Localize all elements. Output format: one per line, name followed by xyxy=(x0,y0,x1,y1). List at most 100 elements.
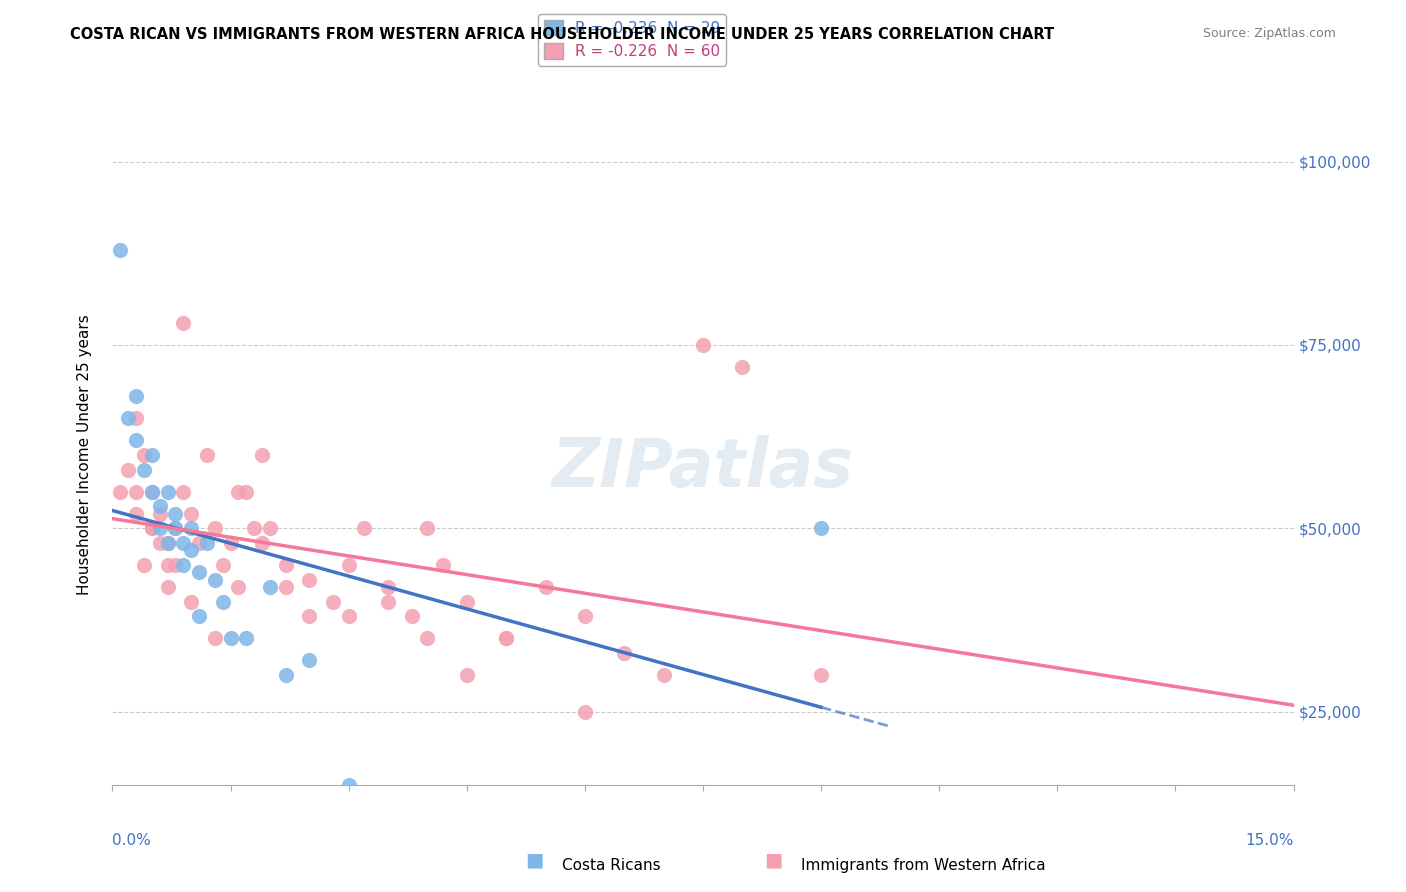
Point xyxy=(188,536,211,550)
Point xyxy=(149,521,172,535)
Point xyxy=(132,462,155,476)
Point xyxy=(188,566,211,580)
Point xyxy=(652,668,675,682)
Y-axis label: Householder Income Under 25 years: Householder Income Under 25 years xyxy=(77,315,91,595)
Point xyxy=(125,507,148,521)
Text: COSTA RICAN VS IMMIGRANTS FROM WESTERN AFRICA HOUSEHOLDER INCOME UNDER 25 YEARS : COSTA RICAN VS IMMIGRANTS FROM WESTERN A… xyxy=(70,27,1054,42)
Point xyxy=(149,507,172,521)
Point xyxy=(337,558,360,572)
Point xyxy=(219,536,242,550)
Text: Costa Ricans: Costa Ricans xyxy=(562,858,661,872)
Point xyxy=(810,668,832,682)
Point xyxy=(416,632,439,646)
Point xyxy=(211,558,233,572)
Point xyxy=(259,580,281,594)
Point xyxy=(235,484,257,499)
Text: Source: ZipAtlas.com: Source: ZipAtlas.com xyxy=(1202,27,1336,40)
Point xyxy=(156,558,179,572)
Point xyxy=(456,668,478,682)
Point xyxy=(810,521,832,535)
Point xyxy=(165,558,187,572)
Point xyxy=(125,389,148,403)
Point xyxy=(259,521,281,535)
Text: Immigrants from Western Africa: Immigrants from Western Africa xyxy=(801,858,1046,872)
Point xyxy=(156,580,179,594)
Point xyxy=(337,609,360,624)
Point xyxy=(495,632,517,646)
Point xyxy=(235,632,257,646)
Point xyxy=(401,609,423,624)
Point xyxy=(298,609,321,624)
Point xyxy=(574,705,596,719)
Point xyxy=(125,411,148,425)
Text: ■: ■ xyxy=(524,850,544,869)
Point xyxy=(274,580,297,594)
Point xyxy=(110,243,132,257)
Point xyxy=(180,594,202,608)
Point xyxy=(117,411,139,425)
Point xyxy=(204,521,226,535)
Point xyxy=(613,646,636,660)
Point xyxy=(692,338,714,352)
Point xyxy=(228,580,250,594)
Point xyxy=(377,580,399,594)
Point xyxy=(172,558,194,572)
Point xyxy=(180,521,202,535)
Point xyxy=(125,484,148,499)
Point xyxy=(172,536,194,550)
Point xyxy=(219,632,242,646)
Point xyxy=(180,543,202,558)
Point xyxy=(534,580,557,594)
Point xyxy=(165,521,187,535)
Point xyxy=(416,521,439,535)
Point xyxy=(117,462,139,476)
Point xyxy=(149,536,172,550)
Point xyxy=(274,558,297,572)
Point xyxy=(165,507,187,521)
Point xyxy=(132,558,155,572)
Point xyxy=(188,609,211,624)
Point xyxy=(141,484,163,499)
Point xyxy=(353,521,375,535)
Point xyxy=(156,484,179,499)
Text: ■: ■ xyxy=(763,850,783,869)
Point xyxy=(141,521,163,535)
Text: 0.0%: 0.0% xyxy=(112,832,152,847)
Point xyxy=(298,573,321,587)
Point xyxy=(250,536,273,550)
Point xyxy=(172,484,194,499)
Point xyxy=(298,653,321,667)
Point xyxy=(574,609,596,624)
Point xyxy=(337,778,360,792)
Point xyxy=(172,316,194,330)
Point xyxy=(274,668,297,682)
Text: 15.0%: 15.0% xyxy=(1246,832,1294,847)
Point xyxy=(495,632,517,646)
Point xyxy=(731,359,754,374)
Point xyxy=(250,448,273,462)
Point xyxy=(204,573,226,587)
Point xyxy=(132,448,155,462)
Point xyxy=(141,448,163,462)
Point xyxy=(211,594,233,608)
Point xyxy=(228,484,250,499)
Point xyxy=(125,434,148,448)
Point xyxy=(432,558,454,572)
Point xyxy=(243,521,266,535)
Point xyxy=(180,507,202,521)
Point xyxy=(141,521,163,535)
Point xyxy=(204,632,226,646)
Point xyxy=(165,521,187,535)
Legend: R = -0.236  N = 29, R = -0.226  N = 60: R = -0.236 N = 29, R = -0.226 N = 60 xyxy=(538,13,725,65)
Text: ZIPatlas: ZIPatlas xyxy=(553,435,853,501)
Point xyxy=(141,484,163,499)
Point xyxy=(110,484,132,499)
Point xyxy=(156,536,179,550)
Point xyxy=(322,594,344,608)
Point xyxy=(156,536,179,550)
Point xyxy=(377,594,399,608)
Point xyxy=(149,500,172,514)
Point xyxy=(195,448,218,462)
Point xyxy=(195,536,218,550)
Point xyxy=(456,594,478,608)
